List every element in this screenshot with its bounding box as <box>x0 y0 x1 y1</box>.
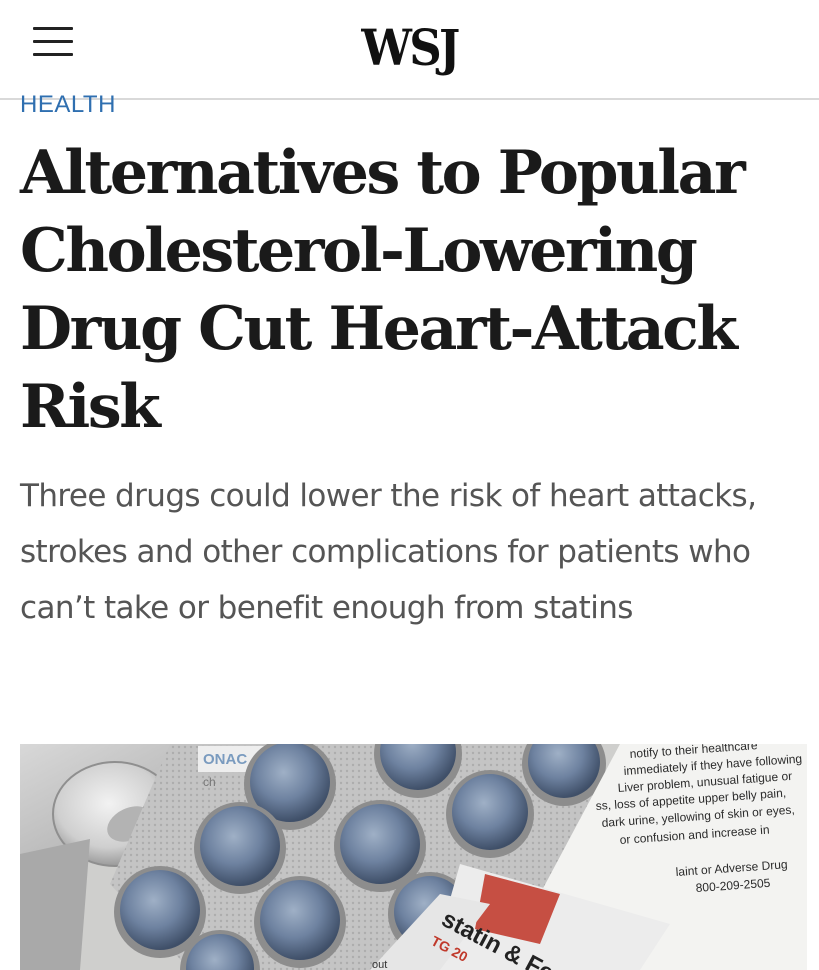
box-fragment-text: ch <box>203 775 216 789</box>
carton-fragment: out <box>372 959 387 970</box>
menu-line <box>33 53 73 56</box>
leaflet-line: 800-209-2505 <box>695 876 771 895</box>
top-navigation-bar: WSJ <box>0 0 819 100</box>
section-label-health[interactable]: HEALTH <box>20 91 116 118</box>
hero-photo: ONAC ch notify to the <box>20 744 807 970</box>
wsj-logo[interactable]: WSJ <box>361 18 460 77</box>
blue-pills <box>114 744 606 970</box>
menu-line <box>33 27 73 30</box>
box-brand-text: ONAC <box>203 751 247 768</box>
article-dek: Three drugs could lower the risk of hear… <box>20 478 757 626</box>
leaflet-text: notify to their healthcare immediately i… <box>595 744 802 895</box>
hamburger-menu-icon[interactable] <box>30 24 76 60</box>
article-headline: Alternatives to Popular Cholesterol-Lowe… <box>20 138 746 442</box>
hero-image-pill-blister-packs: ONAC ch notify to the <box>20 744 807 970</box>
menu-line <box>33 40 73 43</box>
